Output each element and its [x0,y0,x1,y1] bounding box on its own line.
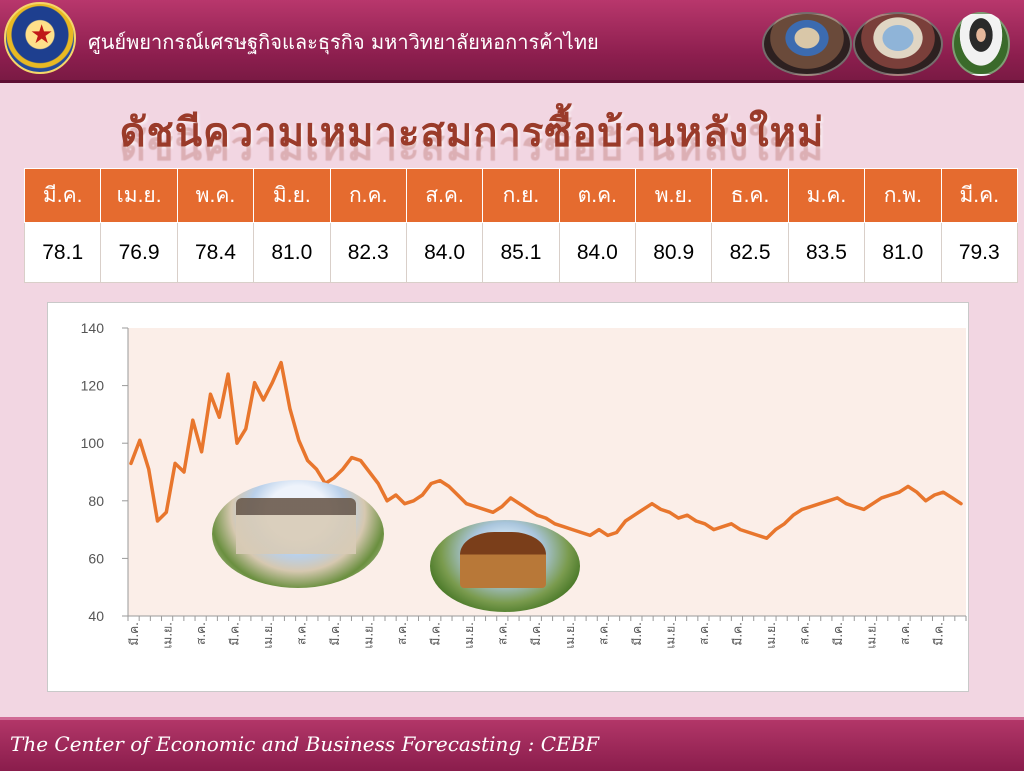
x-tick-label: ส.ค. [295,622,309,645]
x-tick-label: เม.ย. [161,622,175,649]
index-value: 78.1 [23,222,102,283]
month-header: ธ.ค. [711,168,789,223]
index-value: 84.0 [558,222,637,283]
star-icon: ★ [30,20,54,50]
house-roof [460,532,546,588]
x-tick-label: เม.ย. [261,622,275,649]
series-line [129,360,963,540]
x-tick-label: ส.ค. [797,622,811,645]
month-header: ก.ย. [482,168,560,223]
month-header: ส.ค. [405,168,484,223]
footer-bar: The Center of Economic and Business Fore… [0,717,1024,771]
x-tick-label: ส.ค. [496,622,510,645]
index-value: 85.1 [482,222,560,283]
wooden-house-photo [430,520,580,612]
y-tick-label: 80 [88,493,104,509]
x-tick-label: เม.ย. [362,622,376,649]
index-value: 81.0 [253,222,331,283]
y-tick-label: 60 [88,550,104,566]
month-header: มี.ค. [940,168,1018,223]
x-tick-label: ส.ค. [697,622,711,645]
house-photo [212,480,384,588]
x-tick-label: เม.ย. [663,622,677,649]
y-tick-label: 140 [81,320,105,336]
month-header: ม.ค. [787,168,866,223]
month-header: ต.ค. [558,168,637,223]
month-header: พ.ย. [634,168,713,223]
month-header: เม.ย. [100,168,178,223]
x-tick-label: เม.ย. [462,622,476,649]
header-bar: ★ ศูนย์พยากรณ์เศรษฐกิจและธุรกิจ มหาวิทยา… [0,0,1024,83]
y-tick-label: 120 [81,378,105,394]
footer-text: The Center of Economic and Business Fore… [10,732,600,756]
header-photo-speaker [952,12,1010,76]
y-tick-label: 40 [88,608,104,624]
month-header: ก.พ. [864,168,942,223]
x-tick-label: มี.ค. [328,622,342,646]
house-roof [236,498,356,554]
x-tick-label: มี.ค. [730,622,744,646]
x-tick-label: ส.ค. [395,622,409,645]
x-tick-label: มี.ค. [228,622,242,646]
index-value: 78.4 [176,222,255,283]
month-header: พ.ค. [176,168,255,223]
x-tick-label: มี.ค. [529,622,543,646]
x-tick-label: ส.ค. [898,622,912,645]
header-photo-press [853,12,943,76]
x-tick-label: มี.ค. [831,622,845,646]
x-tick-label: มี.ค. [931,622,945,646]
index-value: 84.0 [405,222,484,283]
month-header: มิ.ย. [253,168,331,223]
x-tick-label: มี.ค. [630,622,644,646]
index-value: 82.3 [329,222,407,283]
x-tick-label: เม.ย. [563,622,577,649]
y-tick-label: 100 [81,435,105,451]
index-value: 76.9 [100,222,178,283]
table-header-row: มี.ค. เม.ย. พ.ค. มิ.ย. ก.ค. ส.ค. ก.ย. ต.… [23,168,1018,223]
x-tick-label: เม.ย. [864,622,878,649]
page-title: ดัชนีความเหมาะสมการซื้อบ้านหลังใหม่ [119,109,825,156]
x-tick-label: มี.ค. [127,622,141,646]
index-value: 80.9 [634,222,713,283]
month-header: มี.ค. [23,168,102,223]
index-value: 81.0 [864,222,942,283]
index-table: มี.ค. เม.ย. พ.ค. มิ.ย. ก.ค. ส.ค. ก.ย. ต.… [23,168,1018,283]
header-photo-meeting [762,12,852,76]
x-tick-label: เม.ย. [764,622,778,649]
index-value: 82.5 [711,222,789,283]
x-tick-label: มี.ค. [429,622,443,646]
month-header: ก.ค. [329,168,407,223]
index-value: 79.3 [940,222,1018,283]
table-row: 78.1 76.9 78.4 81.0 82.3 84.0 85.1 84.0 … [23,222,1018,283]
university-logo: ★ [4,2,76,74]
index-value: 83.5 [787,222,866,283]
x-tick-label: ส.ค. [194,622,208,645]
line-chart: 140 120 100 80 60 40 มี.ค. เม.ย. ส.ค. มี.ค. เม.ย. ส… [47,302,969,692]
org-name: ศูนย์พยากรณ์เศรษฐกิจและธุรกิจ มหาวิทยาลั… [88,30,599,54]
x-tick-label: ส.ค. [596,622,610,645]
chart-canvas: 140 120 100 80 60 40 มี.ค. เม.ย. ส.ค. มี.ค. เม.ย. ส… [81,320,967,649]
